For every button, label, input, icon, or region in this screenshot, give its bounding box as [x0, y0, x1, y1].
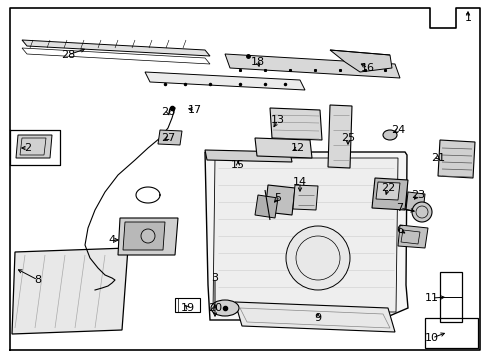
Text: 11: 11 — [424, 293, 438, 303]
Polygon shape — [213, 158, 397, 312]
Circle shape — [411, 202, 431, 222]
Polygon shape — [269, 108, 321, 140]
Polygon shape — [12, 248, 128, 334]
Text: 19: 19 — [181, 303, 195, 313]
Text: 22: 22 — [380, 183, 394, 193]
Text: 3: 3 — [211, 273, 218, 283]
Text: 6: 6 — [396, 225, 403, 235]
Text: 16: 16 — [360, 63, 374, 73]
Text: 13: 13 — [270, 115, 285, 125]
Text: 17: 17 — [187, 105, 202, 115]
Polygon shape — [145, 72, 305, 90]
Polygon shape — [118, 218, 178, 255]
Text: 18: 18 — [250, 57, 264, 67]
Ellipse shape — [382, 130, 396, 140]
Polygon shape — [375, 182, 399, 200]
Text: 9: 9 — [314, 313, 321, 323]
Text: 20: 20 — [207, 303, 222, 313]
Text: 7: 7 — [396, 203, 403, 213]
Polygon shape — [254, 138, 311, 158]
Text: 21: 21 — [430, 153, 444, 163]
Polygon shape — [264, 185, 294, 215]
Circle shape — [141, 229, 155, 243]
Text: 4: 4 — [108, 235, 115, 245]
Text: 15: 15 — [230, 160, 244, 170]
Polygon shape — [405, 192, 424, 212]
Ellipse shape — [210, 300, 239, 316]
Text: 27: 27 — [161, 133, 175, 143]
Text: 12: 12 — [290, 143, 305, 153]
Polygon shape — [16, 135, 52, 158]
Polygon shape — [292, 185, 317, 210]
Text: 10: 10 — [424, 333, 438, 343]
Polygon shape — [371, 178, 407, 210]
Polygon shape — [204, 152, 407, 320]
Polygon shape — [235, 302, 394, 332]
Polygon shape — [329, 50, 391, 72]
Polygon shape — [224, 54, 399, 78]
Polygon shape — [22, 40, 209, 56]
Polygon shape — [123, 222, 164, 250]
Text: 1: 1 — [464, 13, 470, 23]
Polygon shape — [204, 150, 291, 162]
Text: 26: 26 — [161, 107, 175, 117]
Text: 23: 23 — [410, 190, 424, 200]
Text: 24: 24 — [390, 125, 404, 135]
Polygon shape — [397, 225, 427, 248]
Polygon shape — [254, 195, 278, 218]
Polygon shape — [437, 140, 474, 178]
Text: 5: 5 — [274, 193, 281, 203]
Polygon shape — [327, 105, 351, 168]
Text: 25: 25 — [340, 133, 354, 143]
Text: 8: 8 — [34, 275, 41, 285]
Polygon shape — [158, 130, 182, 145]
Circle shape — [285, 226, 349, 290]
Text: 14: 14 — [292, 177, 306, 187]
Text: 2: 2 — [24, 143, 32, 153]
Text: 28: 28 — [61, 50, 75, 60]
